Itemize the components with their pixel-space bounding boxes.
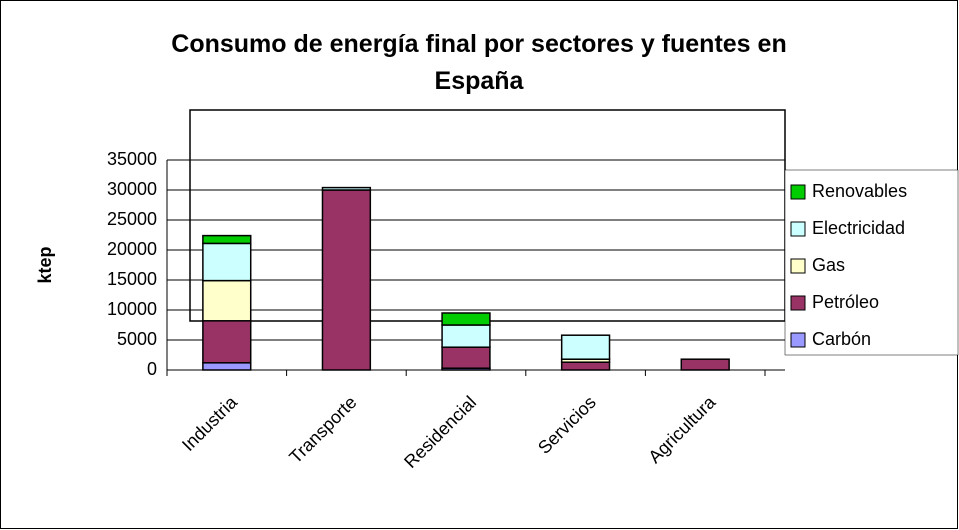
legend-swatch [790, 295, 806, 311]
bar-segment [202, 320, 252, 364]
y-tick-label: 35000 [107, 149, 157, 169]
y-tick-label: 20000 [107, 239, 157, 259]
chart-title: Consumo de energía final por sectores y … [171, 30, 786, 95]
y-axis-label: ktep [35, 246, 55, 283]
y-tick-label: 10000 [107, 299, 157, 319]
legend-swatch [790, 221, 806, 237]
bar-segment [560, 361, 611, 371]
bar-segment [680, 358, 730, 371]
legend-swatch [790, 332, 806, 348]
bar-segment [202, 234, 252, 245]
legend-label: Carbón [812, 329, 871, 349]
legend-label: Petróleo [812, 292, 879, 312]
legend-label: Renovables [812, 181, 907, 201]
bar-segment [441, 312, 491, 326]
legend-label: Gas [812, 255, 845, 275]
bar-segment [202, 279, 252, 322]
legend-swatch [790, 184, 806, 200]
y-tick-label: 30000 [107, 179, 157, 199]
legend-box [784, 169, 959, 356]
bar-segment [560, 334, 611, 360]
bar-segment [202, 362, 252, 371]
legend-label: Electricidad [812, 218, 905, 238]
bar-segment [321, 186, 372, 191]
y-tick-label: 0 [147, 359, 157, 379]
bar-segment [441, 346, 491, 369]
y-tick-label: 25000 [107, 209, 157, 229]
bar-segment [202, 242, 252, 282]
bar-segment [321, 189, 372, 371]
y-tick-label: 15000 [107, 269, 157, 289]
y-tick-label: 5000 [117, 329, 157, 349]
bar-segment [441, 324, 491, 348]
legend-swatch [790, 258, 806, 274]
